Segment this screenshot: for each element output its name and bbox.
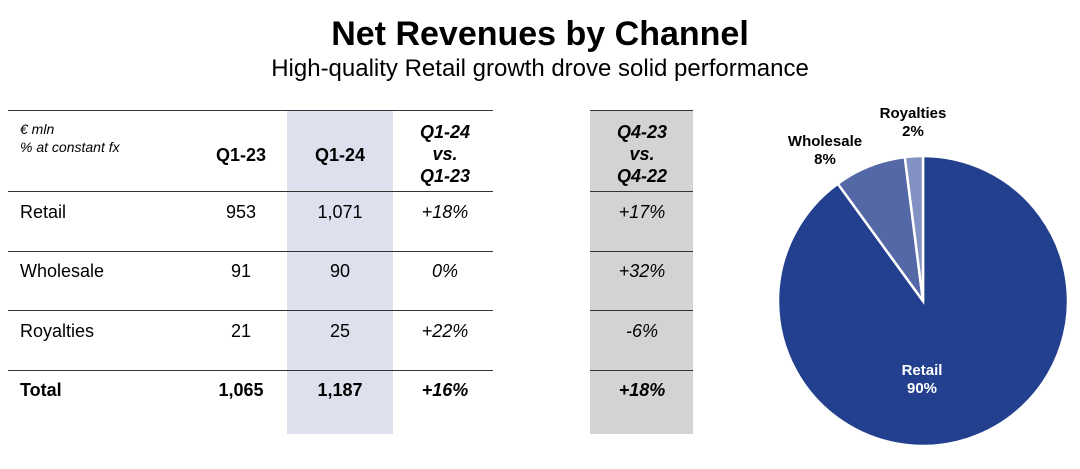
page-title: Net Revenues by Channel	[331, 15, 749, 53]
row-label: Total	[20, 380, 62, 400]
col-header-q4-line3: Q4-22	[616, 166, 668, 186]
table-rule-row2-right	[590, 310, 693, 311]
unit-label: € mln % at constant fx	[20, 120, 120, 156]
col-header-q123: Q1-23	[215, 145, 267, 165]
col-header-yoy-line2: vs.	[432, 144, 458, 164]
col-header-q4-line2: vs.	[629, 144, 655, 164]
pie-label-wholesale: Wholesale 8%	[775, 133, 875, 169]
col-header-yoy-line1: Q1-24	[419, 122, 471, 142]
cell-q4: +17%	[618, 202, 666, 222]
cell-q123: 953	[225, 202, 257, 222]
cell-yoy: +16%	[421, 380, 469, 400]
col-header-q4-line1: Q4-23	[616, 122, 668, 142]
pie-slice-royalties	[903, 154, 925, 302]
unit-line-currency: € mln	[20, 121, 55, 137]
q423-column-shading	[590, 110, 693, 434]
cell-yoy: +18%	[421, 202, 469, 222]
cell-q124: 25	[329, 321, 351, 341]
pie-label-wholesale-value: 8%	[814, 151, 836, 168]
q124-column-shading	[287, 110, 393, 434]
row-label: Retail	[20, 202, 67, 222]
cell-q124: 1,071	[317, 202, 363, 222]
pie-label-retail-name: Retail	[901, 362, 943, 379]
page-subtitle: High-quality Retail growth drove solid p…	[271, 55, 809, 82]
pie-label-royalties-value: 2%	[902, 123, 924, 140]
table-rule-row2	[8, 310, 493, 311]
table-rule-row1	[8, 251, 493, 252]
table-rule-row3	[8, 370, 493, 371]
pie-label-retail: Retail 90%	[872, 362, 972, 398]
col-header-q4: Q4-23 vs. Q4-22	[592, 121, 692, 187]
pie-label-retail-value: 90%	[906, 380, 938, 397]
cell-yoy: 0%	[431, 261, 458, 281]
table-rule-row1-right	[590, 251, 693, 252]
pie-label-royalties: Royalties 2%	[866, 105, 960, 141]
cell-q4: +18%	[618, 380, 666, 400]
pie-label-royalties-name: Royalties	[879, 105, 947, 122]
cell-q123: 21	[230, 321, 252, 341]
cell-q124: 90	[329, 261, 351, 281]
table-rule-top	[8, 110, 493, 111]
cell-q123: 91	[230, 261, 252, 281]
table-rule-row3-right	[590, 370, 693, 371]
pie-label-wholesale-name: Wholesale	[787, 133, 863, 150]
cell-q4: +32%	[618, 261, 666, 281]
row-label: Wholesale	[20, 261, 105, 281]
unit-line-fx: % at constant fx	[20, 139, 120, 155]
table-rule-top-right	[590, 110, 693, 111]
col-header-q124: Q1-24	[314, 145, 366, 165]
table-rule-header	[8, 191, 493, 192]
table-rule-header-right	[590, 191, 693, 192]
cell-q124: 1,187	[317, 380, 363, 400]
col-header-yoy: Q1-24 vs. Q1-23	[400, 121, 490, 187]
cell-q123: 1,065	[218, 380, 264, 400]
cell-q4: -6%	[625, 321, 658, 341]
row-label: Royalties	[20, 321, 95, 341]
col-header-yoy-line3: Q1-23	[419, 166, 471, 186]
cell-yoy: +22%	[421, 321, 469, 341]
